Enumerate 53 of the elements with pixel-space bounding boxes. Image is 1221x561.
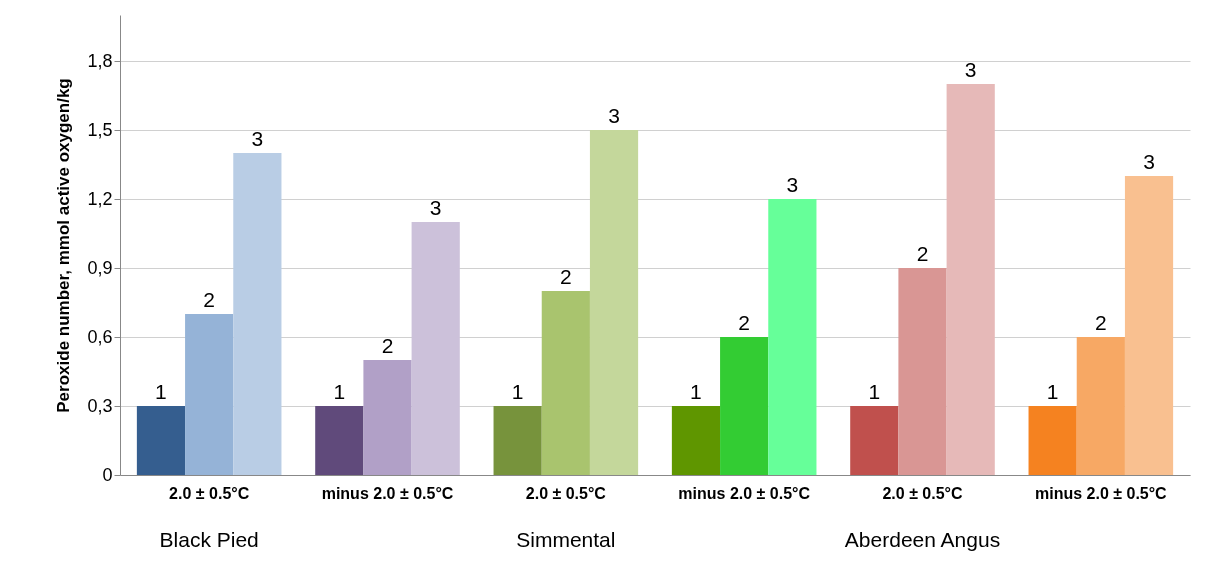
x-tick-label: minus 2.0 ± 0.5°C [321,484,454,502]
bar [363,360,412,475]
bar [850,406,899,475]
x-tick-label: 2.0 ± 0.5°C [525,484,607,502]
y-axis-title: Peroxide number, mmol active oxygen/kg [54,78,74,413]
x-tick-label: minus 2.0 ± 0.5°C [678,484,811,502]
y-tick-label: 1,5 [87,119,113,140]
text: 2 [916,242,929,265]
bar [493,406,542,475]
bar [541,291,590,475]
text: 1 [511,380,524,403]
text: 2 [1094,311,1107,334]
x-tick-label: 2.0 ± 0.5°C [882,484,963,502]
text: 2 [381,334,394,357]
bar [411,222,460,475]
bar [589,130,639,475]
text: 1 [333,380,346,403]
y-tick-label: 1,2 [87,188,113,209]
text: Black Pied [159,528,259,551]
y-tick-label: 1,8 [87,50,113,71]
x-tick-label: 2.0 ± 0.5°C [169,484,250,502]
bar [768,199,817,475]
x-tick-label: minus 2.0 ± 0.5°C [1035,484,1168,502]
text: 3 [1143,150,1155,173]
text: 1 [1046,380,1059,403]
series-label: 1 [155,380,167,403]
bar [898,268,947,475]
bar [233,153,282,475]
bar [136,406,186,475]
text: 3 [786,173,799,196]
y-tick-label: 0,9 [87,257,113,278]
text: Aberdeen Angus [844,528,1001,551]
text: 3 [964,58,977,81]
y-tick-label: 0 [102,464,113,485]
text: 2 [738,311,751,334]
series-label: 2 [203,288,216,311]
y-tick-label: 0,6 [87,326,113,347]
text: 1 [868,380,881,403]
bar [315,406,364,475]
y-tick-label: 0,3 [87,395,113,416]
bar [1124,176,1174,475]
text: 1 [690,380,702,403]
bar [1076,337,1125,475]
text: Simmental [516,528,616,551]
bar [720,337,769,475]
bar [1028,406,1077,475]
text: 2 [559,265,572,288]
bar [671,406,721,475]
bar [946,84,995,475]
series-label: 3 [251,127,264,150]
bar [185,314,234,475]
text: 3 [608,104,620,127]
text: 3 [429,196,442,219]
